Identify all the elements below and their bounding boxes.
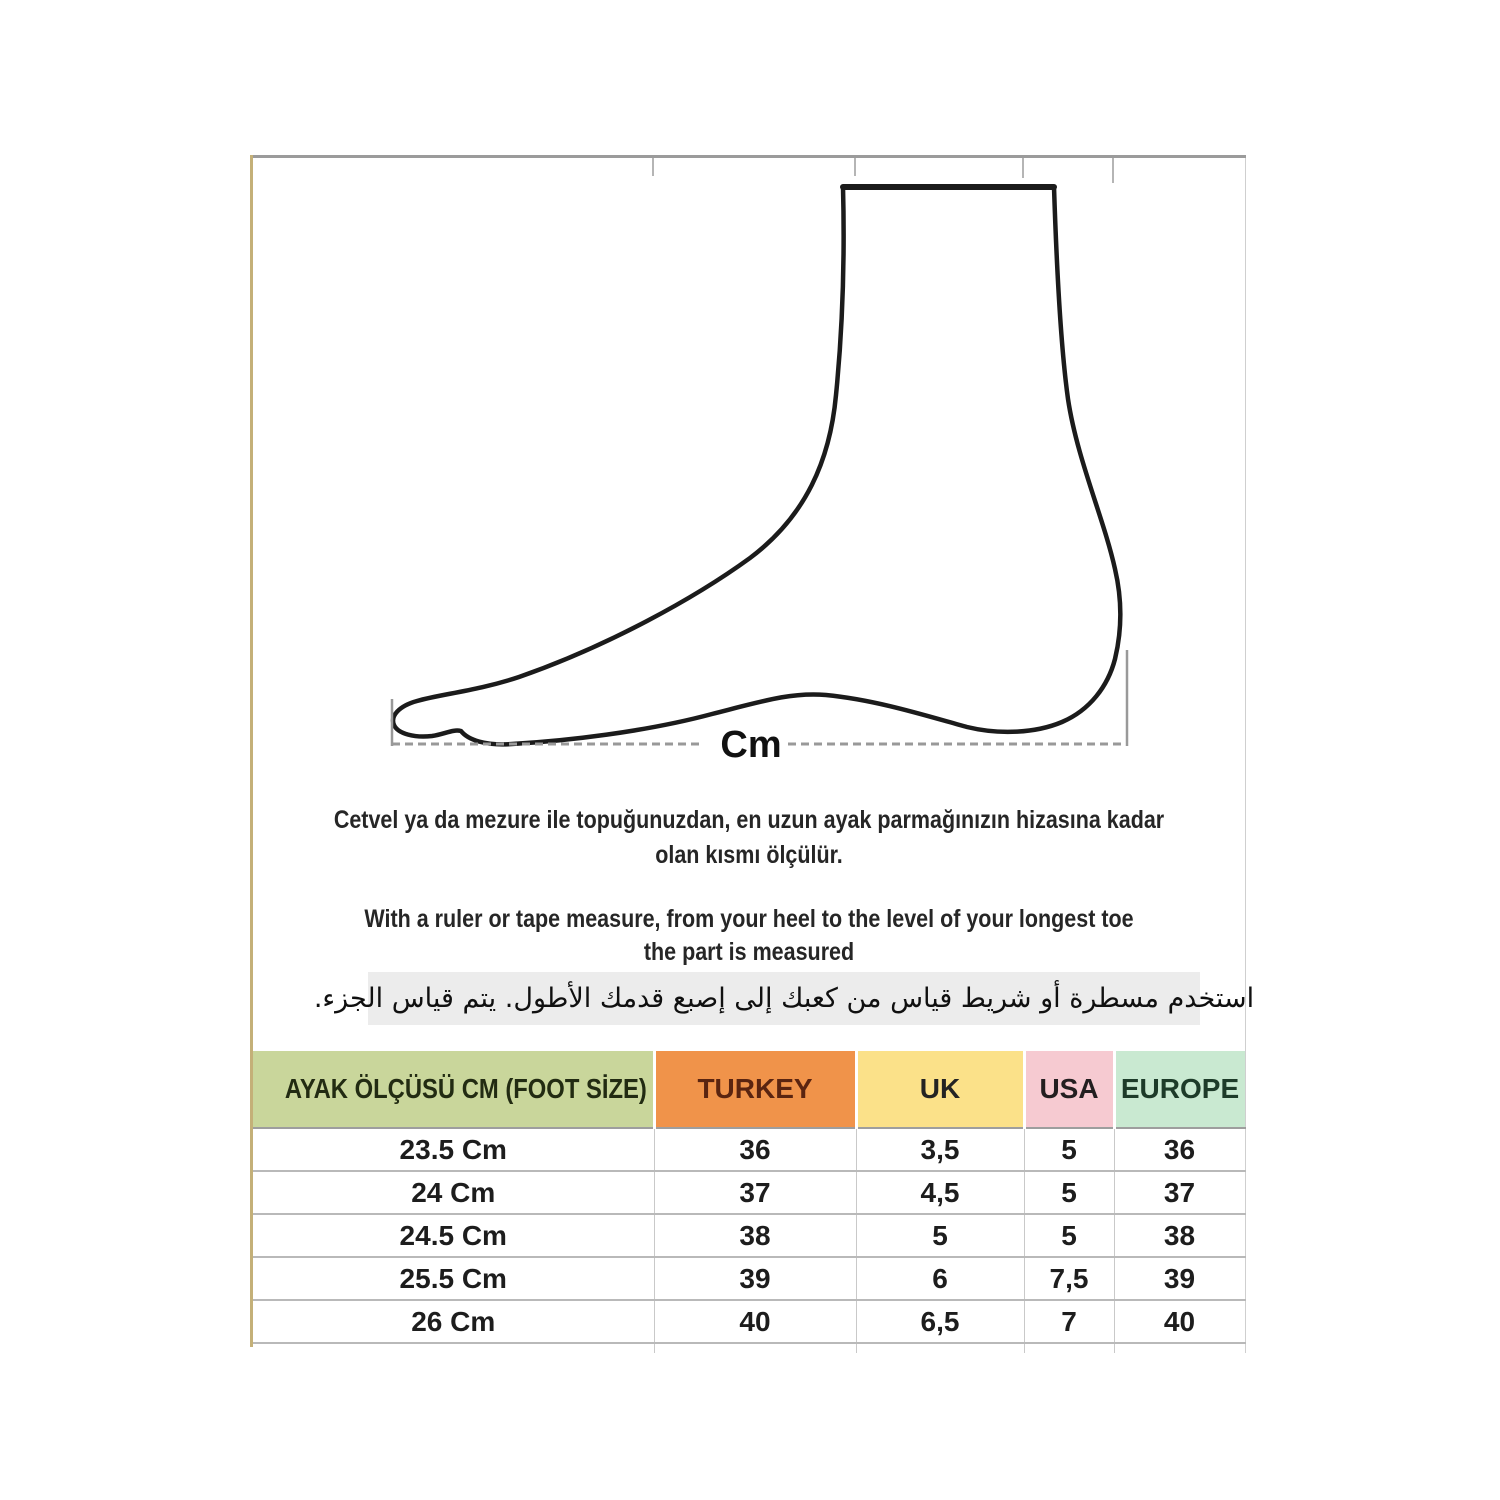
column-header: UK <box>854 1051 1024 1129</box>
size-cell: 36 <box>1113 1127 1246 1171</box>
size-cell: 3,5 <box>855 1127 1024 1171</box>
foot-outline <box>390 184 1123 747</box>
size-cell: 37 <box>653 1170 856 1214</box>
turkish-line-2: olan kısmı ölçülür. <box>655 841 843 869</box>
column-header: EUROPE <box>1112 1051 1246 1129</box>
size-cell: 7,5 <box>1023 1256 1114 1300</box>
table-row: 23.5 Cm 36 3,5 5 36 <box>253 1127 1246 1171</box>
measurement-line <box>390 650 1129 746</box>
turkish-line-1: Cetvel ya da mezure ile topuğunuzdan, en… <box>333 806 1165 834</box>
size-cell: 26 Cm <box>253 1299 654 1343</box>
size-cell: 39 <box>653 1256 856 1300</box>
empty-cell <box>1023 1342 1114 1353</box>
instruction-arabic: استخدم مسطرة أو شريط قياس من كعبك إلى إص… <box>314 972 1254 1025</box>
size-conversion-table: AYAK ÖLÇÜSÜ CM (FOOT SİZE) TURKEY UK USA EUR… <box>253 1051 1246 1353</box>
empty-cell <box>653 1342 856 1353</box>
table-row: 24 Cm 37 4,5 5 37 <box>253 1170 1246 1214</box>
size-cell: 7 <box>1023 1299 1114 1343</box>
column-header: AYAK ÖLÇÜSÜ CM (FOOT SİZE) <box>253 1051 654 1129</box>
column-header: USA <box>1022 1051 1114 1129</box>
size-cell: 24 Cm <box>253 1170 654 1214</box>
table-row: 24.5 Cm 38 5 5 38 <box>253 1213 1246 1257</box>
instruction-english: With a ruler or tape measure, from your … <box>253 903 1245 969</box>
size-guide-content: Cm Cetvel ya da mezure ile topuğunuzdan,… <box>253 158 1254 1353</box>
size-cell: 37 <box>1113 1170 1246 1214</box>
size-cell: 6 <box>855 1256 1024 1300</box>
frame-top-border <box>250 155 1246 158</box>
column-header: TURKEY <box>652 1051 856 1129</box>
size-cell: 40 <box>653 1299 856 1343</box>
english-line-1: With a ruler or tape measure, from your … <box>364 905 1134 933</box>
table-row: 26 Cm 40 6,5 7 40 <box>253 1299 1246 1343</box>
size-cell: 5 <box>855 1213 1024 1257</box>
instruction-turkish: Cetvel ya da mezure ile topuğunuzdan, en… <box>253 803 1245 873</box>
size-cell: 38 <box>653 1213 856 1257</box>
size-cell: 5 <box>1023 1170 1114 1214</box>
size-cell: 5 <box>1023 1213 1114 1257</box>
empty-cell <box>1113 1342 1246 1353</box>
size-cell: 5 <box>1023 1127 1114 1171</box>
size-cell: 24.5 Cm <box>253 1213 654 1257</box>
table-row: 25.5 Cm 39 6 7,5 39 <box>253 1256 1246 1300</box>
english-line-2: the part is measured <box>643 938 855 966</box>
column-tick-lines <box>652 158 1114 183</box>
table-header-row: AYAK ÖLÇÜSÜ CM (FOOT SİZE) TURKEY UK USA EUR… <box>253 1051 1246 1129</box>
size-cell: 4,5 <box>855 1170 1024 1214</box>
empty-cell <box>253 1342 654 1353</box>
frame-left-border <box>250 155 253 1347</box>
size-cell: 40 <box>1113 1299 1246 1343</box>
cropped-row <box>253 1342 1246 1353</box>
cm-label: Cm <box>720 724 781 766</box>
size-cell: 6,5 <box>855 1299 1024 1343</box>
frame-right-border <box>1245 158 1246 1344</box>
arabic-text: استخدم مسطرة أو شريط قياس من كعبك إلى إص… <box>313 983 1255 1014</box>
size-cell: 36 <box>653 1127 856 1171</box>
empty-cell <box>855 1342 1024 1353</box>
size-cell: 23.5 Cm <box>253 1127 654 1171</box>
size-cell: 39 <box>1113 1256 1246 1300</box>
foot-measurement-diagram: Cm <box>390 158 1129 766</box>
size-cell: 38 <box>1113 1213 1246 1257</box>
size-cell: 25.5 Cm <box>253 1256 654 1300</box>
